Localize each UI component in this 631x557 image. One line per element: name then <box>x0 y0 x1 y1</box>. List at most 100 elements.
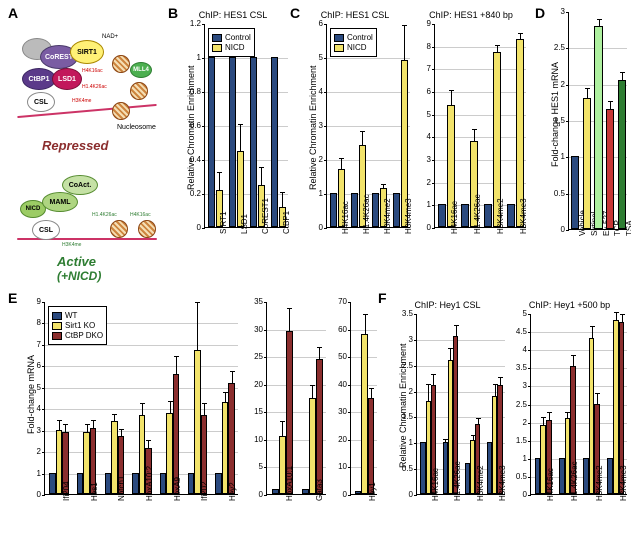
y-tick-label: 0 <box>21 490 41 499</box>
panel-f-left-chart: ChIP: Hey1 CSLRelative Chromatin Enrichm… <box>390 300 505 550</box>
y-tick-label: 0 <box>411 223 431 232</box>
x-tick-label: Notch1 <box>117 476 126 501</box>
x-tick-label: H3K4me2 <box>383 198 392 234</box>
x-tick-label: H3K4me3 <box>498 465 507 501</box>
y-tick-label: 6 <box>411 87 431 96</box>
y-tick-label: 4 <box>303 87 323 96</box>
y-tick-label: 7 <box>21 340 41 349</box>
y-tick-label: 4 <box>411 132 431 141</box>
bar <box>438 204 446 227</box>
x-tick-label: CtBP1 <box>282 211 291 234</box>
legend: ControlNICD <box>208 28 255 57</box>
y-tick-label: 60 <box>327 325 347 334</box>
y-tick-label: 4 <box>507 345 527 354</box>
bar <box>229 57 236 227</box>
y-tick-label: 2.5 <box>393 361 413 370</box>
y-tick-label: 0.8 <box>181 87 201 96</box>
plot-area: 00.511.522.533.5H4K16acH1.4K26acH3K4me2H… <box>416 314 505 495</box>
bar <box>272 489 279 495</box>
bar <box>330 193 337 227</box>
panel-b-label: B <box>168 5 178 21</box>
x-tick-label: Ifi202 <box>200 481 209 501</box>
y-tick-label: 2.5 <box>547 43 565 52</box>
y-tick-label: 5 <box>243 462 263 471</box>
y-tick-label: 0 <box>393 490 413 499</box>
y-tick-label: 3 <box>303 121 323 130</box>
y-tick-label: 1 <box>393 438 413 447</box>
x-tick-label: HoxA10:1 <box>285 466 294 501</box>
y-tick-label: 0.5 <box>393 464 413 473</box>
x-tick-label: Hey2 <box>228 482 237 501</box>
y-tick-label: 3 <box>411 155 431 164</box>
bar <box>393 193 400 227</box>
y-tick-label: 3 <box>393 335 413 344</box>
x-tick-label: H1.4K26ac <box>473 194 482 234</box>
y-tick-label: 15 <box>243 407 263 416</box>
x-tick-label: H4K16ac <box>341 201 350 234</box>
y-tick-label: 0.5 <box>547 189 565 198</box>
y-tick-label: 5 <box>303 53 323 62</box>
y-tick-label: 1 <box>507 454 527 463</box>
y-tick-label: 3.5 <box>393 309 413 318</box>
x-tick-label: HoxA10:2 <box>145 466 154 501</box>
y-tick-label: 2 <box>303 155 323 164</box>
y-tick-label: 0.6 <box>181 121 201 130</box>
panel-e-label: E <box>8 290 17 306</box>
y-tick-label: 10 <box>327 462 347 471</box>
plot-area: 00.511.522.53VehicleSirtinolEx-527TCPTSA <box>568 12 627 230</box>
y-tick-label: 30 <box>243 325 263 334</box>
panel-d-chart: Fold-change HES1 mRNA00.511.522.53Vehicl… <box>542 10 627 280</box>
bar <box>228 383 234 495</box>
y-tick-label: 0 <box>243 490 263 499</box>
y-tick-label: 20 <box>243 380 263 389</box>
y-tick-label: 0 <box>181 223 201 232</box>
x-tick-label: H3K4me2 <box>476 465 485 501</box>
x-tick-label: H4K16ac <box>546 468 555 501</box>
y-tick-label: 4.5 <box>507 327 527 336</box>
y-tick-label: 35 <box>243 297 263 306</box>
bar <box>461 204 469 227</box>
panel-f-right-chart: ChIP: Hey1 +500 bp 00.511.522.533.544.55H… <box>512 300 627 550</box>
x-tick-label: H3K4me3 <box>619 465 628 501</box>
y-tick-label: 2 <box>507 418 527 427</box>
bar <box>606 109 614 229</box>
legend: WTSirt1 KOCtBP DKO <box>48 306 107 345</box>
bar <box>594 26 602 229</box>
y-tick-label: 5 <box>411 110 431 119</box>
y-tick-label: 30 <box>327 407 347 416</box>
chart-title: ChIP: Hey1 +500 bp <box>512 300 627 310</box>
x-tick-label: H3K4me3 <box>519 198 528 234</box>
panel-e-right-chart: 010203040506070Hey1 <box>332 300 377 550</box>
y-tick-label: 1 <box>21 469 41 478</box>
x-tick-label: Hey1 <box>368 482 377 501</box>
panel-e-left-chart: Fold-change mRNA0123456789Ifi204Hes1Notc… <box>18 300 238 550</box>
y-tick-label: 1.5 <box>547 116 565 125</box>
panel-a-label: A <box>8 5 18 21</box>
y-tick-label: 6 <box>21 361 41 370</box>
y-tick-label: 70 <box>327 297 347 306</box>
x-tick-label: H1.4K26ac <box>362 194 371 234</box>
x-tick-label: H4K16ac <box>450 201 459 234</box>
x-tick-label: SIRT1 <box>219 211 228 234</box>
legend: ControlNICD <box>330 28 377 57</box>
x-tick-label: H1.4K26ac <box>453 461 462 501</box>
y-tick-label: 0 <box>547 225 565 234</box>
x-tick-label: CoREST1 <box>261 198 270 234</box>
x-tick-label: Ifi204 <box>62 481 71 501</box>
panel-b-chart: ChIP: HES1 CSLRelative Chromatin Enrichm… <box>178 10 288 280</box>
bar <box>368 398 374 495</box>
y-tick-label: 3 <box>507 381 527 390</box>
bar <box>302 489 309 495</box>
y-tick-label: 0.4 <box>181 155 201 164</box>
y-tick-label: 1.5 <box>393 412 413 421</box>
plot-area: 00.511.522.533.544.55H4K16acH1.4K26acH3K… <box>530 314 627 495</box>
x-tick-label: H4K16ac <box>431 468 440 501</box>
panel-c-label: C <box>290 5 300 21</box>
y-tick-label: 25 <box>243 352 263 361</box>
panel-c-right-chart: ChIP: HES1 +840 bp0123456789H4K16acH1.4K… <box>416 10 526 280</box>
bar <box>618 80 626 229</box>
y-tick-label: 0 <box>303 223 323 232</box>
y-tick-label: 5 <box>507 309 527 318</box>
chart-title: ChIP: HES1 +840 bp <box>416 10 526 20</box>
plot-area: 05101520253035HoxA10:1Gata3 <box>266 302 326 495</box>
